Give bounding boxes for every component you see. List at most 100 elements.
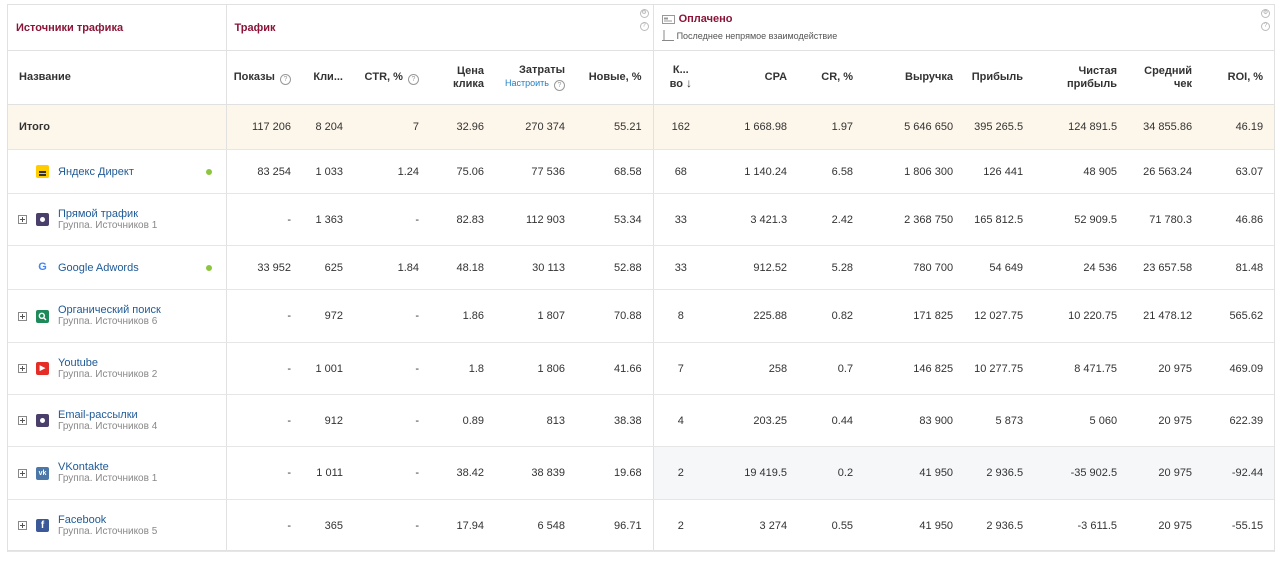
- cell: 38.38: [576, 394, 654, 447]
- source-link[interactable]: Яндекс Директ: [58, 165, 134, 178]
- cell: 565.62: [1203, 289, 1275, 343]
- source-link[interactable]: Facebook: [58, 513, 107, 526]
- col-ctr[interactable]: CTR, % ?: [354, 50, 430, 105]
- cell: 1 140.24: [708, 149, 799, 194]
- cell: 8: [653, 289, 709, 343]
- column-header-row: Название Показы ? Кли... CTR, % ? Цена кл…: [8, 50, 1275, 105]
- col-shows[interactable]: Показы ?: [226, 50, 302, 105]
- col-click-price[interactable]: Цена клика: [430, 50, 495, 105]
- source-link[interactable]: Прямой трафик: [58, 207, 139, 220]
- cell: -: [226, 289, 302, 343]
- source-link[interactable]: Google Adwords: [58, 261, 139, 274]
- source-link[interactable]: Органический поиск: [58, 304, 161, 316]
- total-cell: 8 204: [302, 104, 354, 150]
- source-group-info: Группа. Источников 2: [58, 368, 158, 380]
- status-dot: [205, 168, 212, 175]
- col-name[interactable]: Название: [8, 50, 227, 105]
- configure-costs-link[interactable]: Настроить: [504, 78, 549, 88]
- sort-desc-icon[interactable]: ↓: [686, 76, 693, 90]
- table-row[interactable]: vk VKontakte Группа. Источников 1 - 1 011…: [8, 446, 1275, 500]
- cell: 126 441: [964, 149, 1035, 194]
- col-clicks-label: Кли...: [313, 71, 343, 83]
- cell: 469.09: [1203, 342, 1275, 395]
- source-name-cell: Органический поиск Группа. Источников 6: [8, 289, 227, 343]
- col-clicks[interactable]: Кли...: [302, 50, 354, 105]
- total-cell: 5 646 650: [864, 104, 965, 150]
- table-row[interactable]: ▶ Youtube Группа. Источников 2 - 1 001 - …: [8, 342, 1275, 395]
- settings-icon[interactable]: ⚙: [639, 9, 649, 18]
- col-cpa[interactable]: CPA: [708, 50, 799, 105]
- col-avg-check-label-1: Средний: [1144, 64, 1193, 77]
- source-name-cell: Яндекс Директ: [8, 149, 227, 194]
- help-icon[interactable]: ?: [554, 80, 565, 91]
- cell: 1 807: [495, 289, 576, 343]
- group-sources-title[interactable]: Источники трафика: [16, 21, 124, 34]
- cell: 41.66: [576, 342, 654, 395]
- cell: 8 471.75: [1034, 342, 1129, 395]
- expand-icon[interactable]: [18, 364, 27, 373]
- cell: 68: [653, 149, 709, 194]
- col-avg-check[interactable]: Средний чек: [1128, 50, 1204, 105]
- cell: 20 975: [1128, 394, 1204, 447]
- col-profit[interactable]: Прибыль: [964, 50, 1035, 105]
- table-row[interactable]: Email-рассылки Группа. Источников 4 - 912…: [8, 394, 1275, 447]
- cell: 3 274: [708, 499, 799, 552]
- col-cr-label: CR, %: [821, 71, 854, 83]
- expand-icon[interactable]: [18, 416, 27, 425]
- help-icon[interactable]: ?: [408, 73, 419, 85]
- settings-icon[interactable]: ⚙: [1261, 9, 1271, 18]
- col-revenue[interactable]: Выручка: [864, 50, 965, 105]
- group-paid-title[interactable]: Оплачено: [678, 13, 733, 25]
- col-net-profit[interactable]: Чистая прибыль: [1034, 50, 1129, 105]
- help-icon[interactable]: ?: [280, 73, 291, 85]
- cell: 622.39: [1203, 394, 1275, 447]
- col-costs[interactable]: Затраты Настроить ?: [495, 50, 576, 105]
- cell: 972: [302, 289, 354, 343]
- cell: 33 952: [226, 245, 302, 290]
- cell: 17.94: [430, 499, 495, 552]
- table-row[interactable]: Прямой трафик Группа. Источников 1 - 1 36…: [8, 193, 1275, 246]
- source-link[interactable]: VKontakte: [58, 461, 109, 473]
- col-cr[interactable]: CR, %: [798, 50, 865, 105]
- col-count[interactable]: К... во ↓: [653, 50, 709, 105]
- cell: 75.06: [430, 149, 495, 194]
- col-new-label: Новые, %: [588, 71, 642, 83]
- table-row[interactable]: f Facebook Группа. Источников 5 - 365 - 1…: [8, 499, 1275, 552]
- cell: 83 900: [864, 394, 965, 447]
- cell: -: [226, 446, 302, 500]
- table-row[interactable]: Органический поиск Группа. Источников 6 -…: [8, 289, 1275, 343]
- help-icon[interactable]: ?: [639, 22, 649, 31]
- cell: -: [354, 446, 430, 500]
- source-link[interactable]: Youtube: [58, 356, 98, 369]
- total-row: Итого 117 206 8 204 7 32.96 270 374 55.2…: [8, 104, 1275, 150]
- group-sources: Источники трафика: [8, 5, 227, 51]
- cell: 7: [653, 342, 709, 395]
- cell: 82.83: [430, 193, 495, 246]
- total-cell: 32.96: [430, 104, 495, 150]
- expand-icon[interactable]: [18, 468, 27, 478]
- total-cell: 1 668.98: [708, 104, 799, 150]
- cell: -: [354, 289, 430, 343]
- total-cell: 117 206: [226, 104, 302, 150]
- cell: 71 780.3: [1128, 193, 1204, 246]
- cell: 52 909.5: [1034, 193, 1129, 246]
- cell: 258: [708, 342, 799, 395]
- expand-icon[interactable]: [18, 215, 27, 224]
- attribution-model-label[interactable]: Последнее непрямое взаимодействие: [676, 30, 838, 41]
- expand-icon[interactable]: [18, 521, 27, 530]
- total-cell: 162: [653, 104, 709, 150]
- expand-icon[interactable]: [18, 311, 27, 321]
- cell: -: [226, 394, 302, 447]
- cell: 2 936.5: [964, 499, 1035, 552]
- help-icon[interactable]: ?: [1261, 22, 1271, 31]
- source-name-cell: G Google Adwords: [8, 245, 227, 290]
- group-traffic-title[interactable]: Трафик: [234, 21, 276, 34]
- source-link[interactable]: Email-рассылки: [58, 408, 138, 421]
- table-row[interactable]: Яндекс Директ 83 254 1 033 1.24 75.06 77…: [8, 149, 1275, 194]
- col-roi[interactable]: ROI, %: [1203, 50, 1275, 105]
- col-new[interactable]: Новые, %: [576, 50, 654, 105]
- col-cpa-label: CPA: [764, 71, 788, 83]
- cell: 2: [653, 446, 709, 500]
- table-row[interactable]: G Google Adwords 33 952 625 1.84 48.18 3…: [8, 245, 1275, 290]
- cell: 0.2: [798, 446, 865, 500]
